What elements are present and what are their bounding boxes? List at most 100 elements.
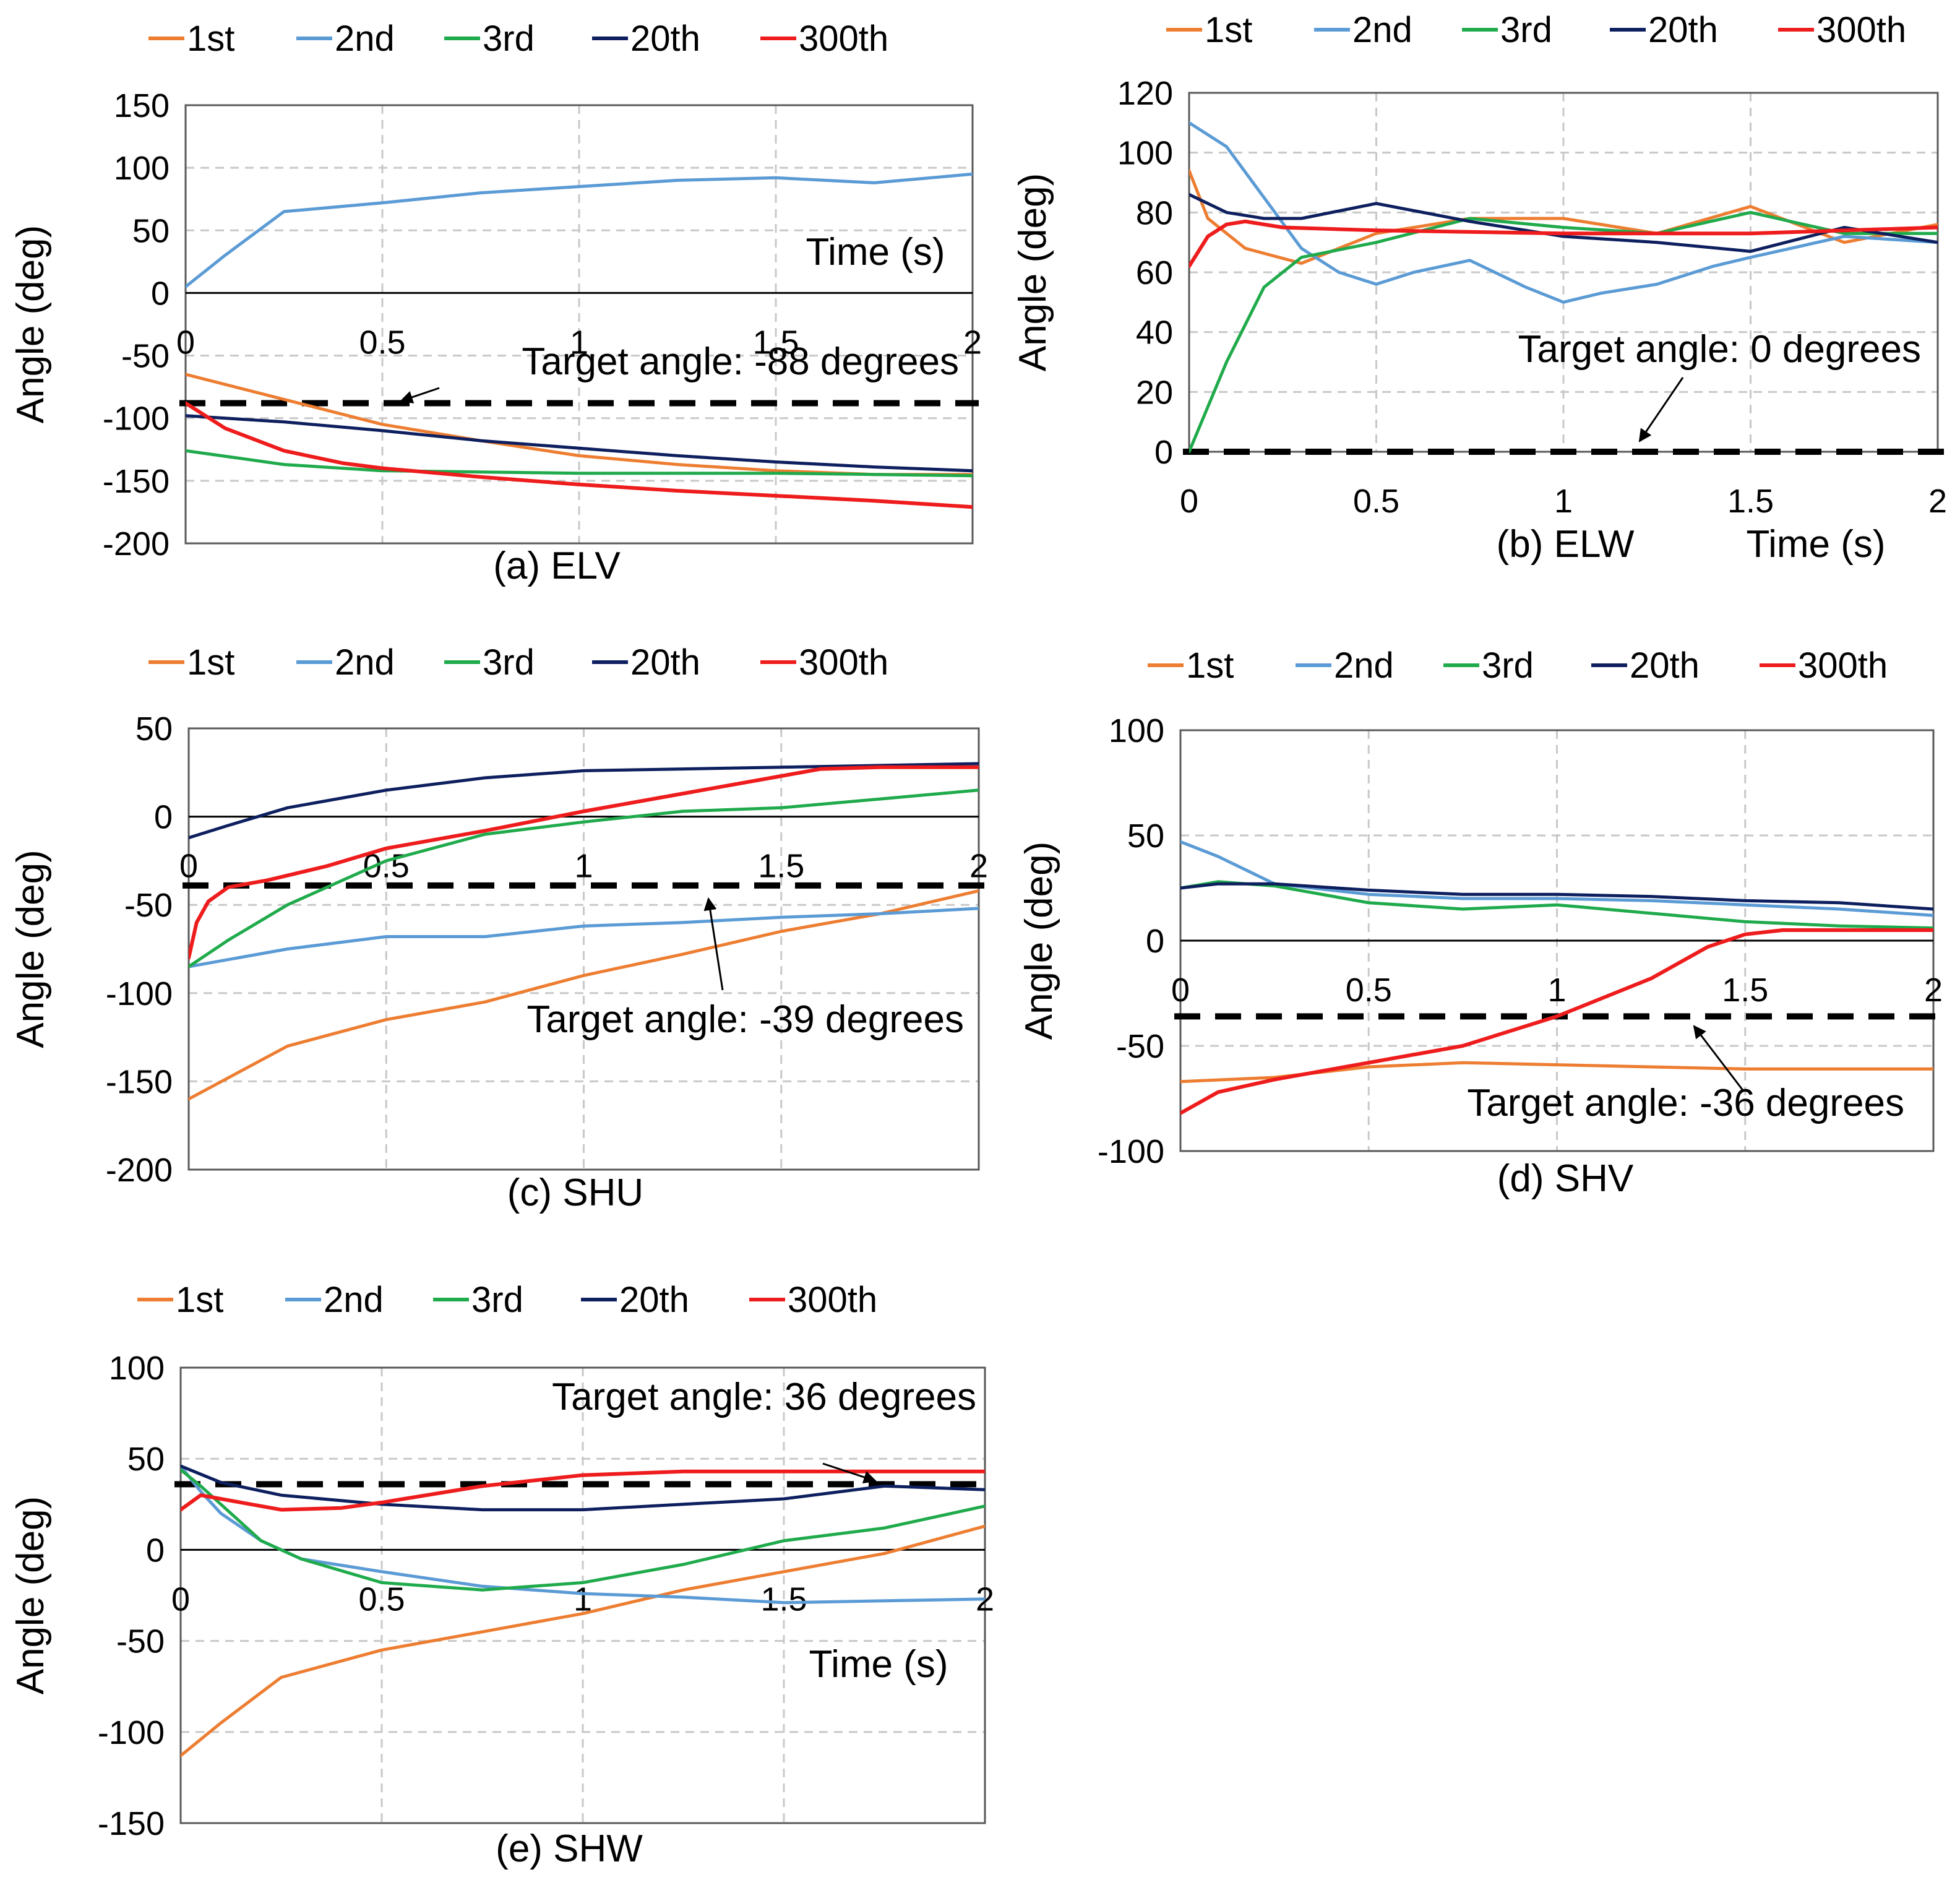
series-line-300th [1180,928,1933,1115]
legend-label-20th: 20th [619,1280,689,1320]
y-tick-label: 0 [146,1532,165,1569]
y-tick-label: 40 [1136,314,1173,352]
y-tick-label: 100 [1117,135,1173,172]
y-tick-label: 60 [1136,254,1173,291]
legend-label-3rd: 3rd [471,1280,523,1320]
y-tick-label: -150 [103,463,170,500]
legend-label-20th: 20th [630,19,700,59]
legend-label-3rd: 3rd [483,19,535,59]
x-axis-title: Time (s) [809,1643,948,1686]
y-tick-label: 150 [114,87,170,124]
legend-label-300th: 300th [799,642,888,683]
x-axis-title: Time (s) [1747,523,1886,566]
y-axis-title: Angle (deg) [1018,842,1060,1040]
legend-label-2nd: 2nd [1334,645,1394,686]
y-tick-label: -100 [103,400,170,438]
chart-caption: (c) SHU [507,1171,643,1214]
series-group [1189,121,1938,453]
chart-caption: (b) ELW [1497,523,1635,566]
series-line-2nd [1180,840,1933,917]
x-tick-label: 1 [574,848,593,885]
series-line-3rd [1189,210,1938,453]
legend-label-3rd: 3rd [1500,10,1552,50]
x-tick-label: 1.5 [1722,972,1768,1009]
y-tick-label: -50 [121,338,170,375]
y-tick-label: 80 [1136,194,1173,231]
legend-label-1st: 1st [1205,10,1252,50]
legend-label-300th: 300th [1816,10,1906,50]
x-tick-label: 2 [1924,972,1943,1009]
x-tick-label: 1.5 [1727,483,1774,520]
legend-label-300th: 300th [788,1280,877,1320]
series-line-1st [181,1524,985,1758]
legend-label-3rd: 3rd [483,642,535,683]
x-tick-label: 0.5 [1353,483,1399,520]
y-tick-label: -50 [1116,1028,1164,1065]
series-line-20th [189,762,979,840]
x-tick-label: 1.5 [760,1581,807,1618]
x-tick-label: 1 [1547,972,1566,1009]
series-group [1180,840,1933,1115]
y-tick-label: -150 [106,1063,173,1100]
target-annotation: Target angle: -36 degrees [1467,1082,1904,1124]
legend-label-300th: 300th [1798,645,1888,686]
target-annotation: Target angle: 0 degrees [1518,328,1921,371]
plot-frame [184,104,974,545]
chart-caption: (d) SHV [1497,1157,1634,1200]
x-tick-label: 1 [570,324,588,361]
chart-caption: (e) SHW [496,1827,643,1870]
legend-label-20th: 20th [1630,645,1700,686]
x-tick-label: 0.5 [1346,972,1392,1009]
target-arrow [703,897,724,991]
legend-label-2nd: 2nd [335,19,395,59]
x-tick-label: 1.5 [752,324,799,361]
x-tick-label: 2 [963,324,982,361]
y-tick-label: -100 [1098,1133,1164,1170]
x-tick-label: 0 [176,324,195,361]
y-tick-label: 100 [114,150,170,187]
y-tick-label: -100 [106,975,173,1012]
y-tick-label: -150 [98,1805,165,1842]
legend-label-300th: 300th [799,19,888,59]
chart-caption: (a) ELV [493,545,621,587]
x-tick-label: 0 [1171,972,1190,1009]
legend-label-20th: 20th [1648,10,1718,50]
series-line-20th [186,414,973,473]
y-tick-label: 0 [1154,434,1173,471]
series-line-3rd [189,788,979,968]
legend-label-1st: 1st [187,642,234,683]
series-line-2nd [1189,121,1938,304]
chart-b: 120 100 80 60 40 20 00 0.5 1 1.5 2 Angle (deg) Time … [1012,10,1947,566]
x-axis-title: Time (s) [806,231,945,274]
series-line-2nd [181,1464,985,1605]
series-line-300th [181,1469,985,1512]
target-arrow [1638,377,1684,442]
y-axis-title: Angle (deg) [9,225,52,424]
series-line-300th [189,765,979,960]
series-line-3rd [186,449,973,478]
y-tick-label: -200 [106,1152,173,1189]
y-axis-title: Angle (deg) [9,1496,52,1695]
target-arrow [400,387,440,403]
y-tick-label: -200 [103,525,170,563]
legend-label-2nd: 2nd [1352,10,1412,50]
legend-label-2nd: 2nd [335,642,395,683]
series-line-2nd [189,907,979,968]
x-tick-label: 2 [969,848,988,885]
y-tick-label: 50 [132,212,170,249]
y-tick-label: 50 [135,710,173,748]
legend-label-3rd: 3rd [1482,645,1534,686]
x-tick-label: 0 [1180,483,1198,520]
target-arrow [1693,1025,1745,1092]
series-line-3rd [1180,880,1933,930]
y-tick-label: 100 [1109,712,1164,749]
target-annotation: Target angle: -39 degrees [527,998,964,1041]
y-tick-label: -50 [124,887,173,924]
x-tick-label: 2 [1928,483,1947,520]
series-line-20th [1180,882,1933,911]
